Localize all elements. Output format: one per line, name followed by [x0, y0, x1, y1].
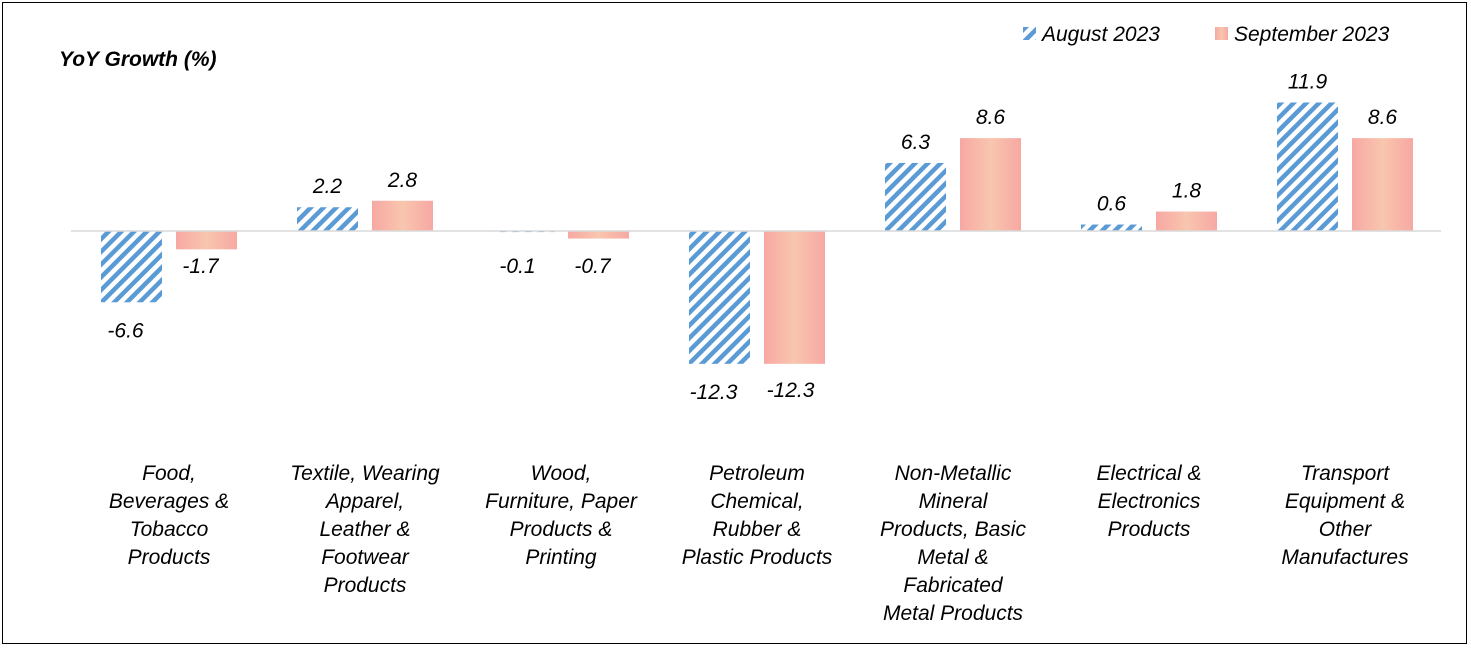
- legend-swatch-1: [1215, 27, 1228, 40]
- data-label-sep-4: 8.6: [976, 106, 1006, 129]
- data-labels-layer: -6.6 -1.7 2.2 2.8 -0.1 -0.7 -12.3 -12.3 6.3 8.6 0.…: [107, 70, 1397, 403]
- bar-chart: YoY Growth (%) August 2023 September 2023…: [59, 23, 1441, 625]
- bar-sep-5: [1156, 211, 1217, 231]
- bars-layer: [101, 102, 1413, 364]
- bar-sep-2: [568, 231, 629, 239]
- category-label-2: Wood, Furniture, Paper Products & Printing: [485, 462, 638, 569]
- category-label-1: Textile, Wearing Apparel, Leather & Footwea…: [290, 462, 440, 597]
- data-label-aug-6: 11.9: [1288, 70, 1328, 93]
- category-label-6: Transport Equipment & Other Manufactures: [1281, 462, 1409, 569]
- data-label-aug-3: -12.3: [690, 381, 738, 404]
- category-label-5: Electrical & Electronics Products: [1096, 462, 1201, 541]
- category-label-0: Food, Beverages & Tobacco Products: [109, 462, 229, 569]
- data-label-aug-0: -6.6: [107, 319, 144, 342]
- category-labels-layer: Food, Beverages & Tobacco Products Textile, …: [109, 462, 1409, 625]
- data-label-aug-1: 2.2: [312, 175, 343, 198]
- data-label-sep-0: -1.7: [182, 255, 220, 278]
- data-label-sep-3: -12.3: [767, 379, 815, 402]
- legend-swatch-0: [1023, 27, 1036, 40]
- category-label-3: Petroleum Chemical, Rubber & Plastic Produc…: [682, 462, 833, 569]
- data-label-sep-1: 2.8: [387, 169, 418, 192]
- bar-sep-3: [764, 231, 825, 364]
- bar-sep-6: [1352, 138, 1413, 231]
- data-label-sep-6: 8.6: [1368, 106, 1398, 129]
- bar-aug-6: [1277, 102, 1338, 231]
- bar-aug-5: [1081, 224, 1142, 231]
- category-label-4: Non-Metallic Mineral Products, Basic Metal …: [880, 462, 1026, 625]
- bar-aug-3: [689, 231, 750, 364]
- bar-sep-4: [960, 138, 1021, 231]
- bar-sep-1: [372, 200, 433, 231]
- bar-aug-0: [101, 231, 162, 303]
- legend: August 2023 September 2023: [1023, 23, 1390, 46]
- data-label-aug-5: 0.6: [1097, 193, 1127, 216]
- bar-aug-1: [297, 207, 358, 231]
- data-label-aug-2: -0.1: [499, 255, 535, 278]
- data-label-aug-4: 6.3: [901, 131, 931, 154]
- data-label-sep-5: 1.8: [1172, 180, 1202, 203]
- bar-aug-4: [885, 162, 946, 231]
- y-axis-label: YoY Growth (%): [59, 48, 217, 71]
- data-label-sep-2: -0.7: [574, 255, 612, 278]
- bar-sep-0: [176, 231, 237, 250]
- legend-label-1: September 2023: [1234, 23, 1390, 46]
- legend-label-0: August 2023: [1040, 23, 1160, 46]
